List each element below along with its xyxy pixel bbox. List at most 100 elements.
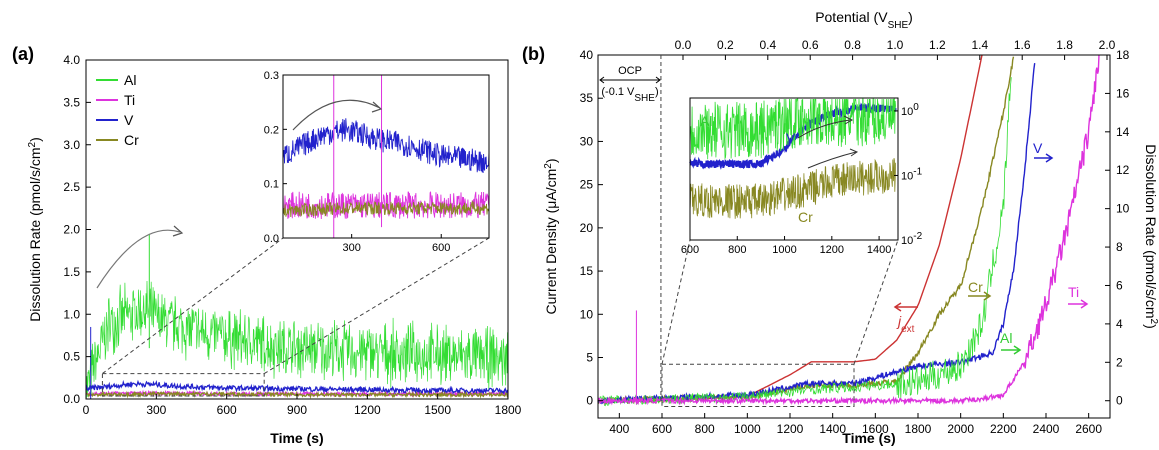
inset-series-line-cr [689, 158, 896, 219]
zoom-region-a [101, 373, 265, 397]
y-tick-label-b: 0 [586, 394, 593, 408]
legend-label-v: V [124, 112, 134, 128]
zoom-connector-b1 [661, 239, 691, 365]
x-tick-label-b: 1400 [819, 422, 846, 436]
x2-tick-label-b: 1.0 [887, 38, 904, 52]
label-jext: jext [896, 313, 915, 335]
inset-x-tick-label-b: 1200 [820, 244, 844, 256]
ocp-arrowheads [599, 76, 661, 84]
inset-x-tick-label-b: 1400 [867, 244, 891, 256]
inset-x-tick-label-b: 1000 [772, 244, 796, 256]
x2-tick-label-b: 1.6 [1014, 38, 1031, 52]
legend-label-al: Al [124, 72, 136, 88]
arrow-ti [1068, 299, 1089, 309]
y-tick-label-b: 5 [586, 351, 593, 365]
y-tick-label-a: 1.5 [63, 265, 80, 279]
inset-y-tick-label-a: 0.3 [264, 70, 279, 82]
y-axis-label-b: Current Density (μA/cm2) [543, 159, 560, 315]
inset-label-v: V [786, 130, 796, 146]
y2-axis-label-b: Dissolution Rate (pmol/s/cm2) [1143, 144, 1159, 329]
inset-frame-a [282, 74, 490, 239]
inset-series-line-al [689, 98, 896, 160]
y-tick-label-a: 2.5 [63, 180, 80, 194]
x-tick-label-b: 2200 [990, 422, 1017, 436]
label-al: Al [1000, 330, 1012, 346]
inset-arrowhead-al [849, 148, 859, 157]
y-tick-label-b: 10 [580, 307, 594, 321]
x-tick-label-b: 2600 [1075, 422, 1102, 436]
trend-arrowhead-a [172, 225, 184, 237]
y2-tick-label-b: 10 [1116, 202, 1130, 216]
panel-label-b: (b) [522, 44, 545, 64]
inset-x-tick-label-b: 600 [681, 244, 699, 256]
inset-series-line-v [689, 102, 897, 170]
inset-series-line-v [282, 118, 490, 174]
x-tick-label-b: 1600 [862, 422, 889, 436]
x2-tick-label-b: 1.8 [1056, 38, 1073, 52]
x-tick-label-b: 2400 [1033, 422, 1060, 436]
inset-x-tick-label-b: 800 [728, 244, 746, 256]
y2-tick-label-b: 0 [1116, 394, 1123, 408]
panel-label-a: (a) [12, 44, 34, 64]
ocp-label: OCP [618, 65, 642, 77]
x2-tick-label-b: 0.8 [844, 38, 861, 52]
inset-bg-b [690, 98, 898, 240]
label-ti: Ti [1068, 284, 1079, 300]
y-axis-label-a: Dissolution Rate (pmol/s/cm2) [27, 137, 44, 322]
x2-tick-label-b: 1.2 [929, 38, 946, 52]
series-line-al [597, 77, 1012, 407]
y-tick-label-b: 35 [580, 91, 594, 105]
zoom-region-b [661, 363, 855, 407]
inset-trend-arrowhead-a [371, 101, 383, 113]
inset-x-tick-label-a: 600 [432, 242, 450, 254]
y-tick-label-a: 3.0 [63, 138, 80, 152]
y-tick-label-a: 2.0 [63, 223, 80, 237]
y2-tick-label-b: 6 [1116, 278, 1123, 292]
ocp-sublabel: (-0.1 VSHE) [601, 86, 658, 104]
trend-arc-a [96, 229, 181, 289]
x2-tick-label-b: 0.6 [802, 38, 819, 52]
y2-tick-label-b: 2 [1116, 355, 1123, 369]
x2-tick-label-b: 2.0 [1099, 38, 1116, 52]
y-tick-label-a: 1.0 [63, 307, 80, 321]
y-tick-label-b: 30 [580, 134, 594, 148]
series-line-al [85, 280, 509, 400]
label-cr: Cr [968, 279, 983, 295]
y2-tick-label-b: 12 [1116, 163, 1130, 177]
arrow-v [1034, 153, 1054, 163]
x2-tick-label-b: 1.4 [971, 38, 988, 52]
x2-tick-label-b: 0.2 [717, 38, 734, 52]
x-tick-label-a: 300 [146, 403, 166, 417]
zoom-connector-a2 [263, 237, 490, 375]
y-tick-label-b: 40 [580, 48, 594, 62]
legend-label-ti: Ti [124, 92, 135, 108]
y-tick-label-b: 20 [580, 221, 594, 235]
arrow-jext [893, 302, 918, 312]
x-tick-label-b: 800 [695, 422, 715, 436]
x2-tick-label-b: 0.4 [759, 38, 776, 52]
series-line-ti [597, 54, 1100, 406]
inset-arrow-v [797, 119, 851, 139]
x-tick-label-a: 600 [217, 403, 237, 417]
inset-label-al: Al [700, 113, 712, 129]
x-tick-label-b: 1800 [905, 422, 932, 436]
inset-arrowhead-v [843, 115, 854, 125]
y2-tick-label-b: 4 [1116, 317, 1123, 331]
zoom-connector-a1 [102, 237, 284, 374]
x2-tick-label-b: 0.0 [675, 38, 692, 52]
y-tick-label-a: 0.5 [63, 350, 80, 364]
legend-label-cr: Cr [124, 132, 139, 148]
label-v: V [1033, 140, 1043, 156]
y2-tick-label-b: 18 [1116, 48, 1130, 62]
x-tick-label-a: 0 [83, 403, 90, 417]
x-tick-label-b: 1000 [734, 422, 761, 436]
y-tick-label-a: 3.5 [63, 95, 80, 109]
y2-tick-label-b: 8 [1116, 240, 1123, 254]
inset-y-tick-label-b: 10-2 [901, 231, 923, 248]
arrow-al [1001, 345, 1022, 355]
x-tick-label-a: 900 [287, 403, 307, 417]
x-axis-label-a: Time (s) [270, 430, 323, 446]
series-line-v [597, 63, 1036, 405]
series-line-v [85, 379, 509, 396]
